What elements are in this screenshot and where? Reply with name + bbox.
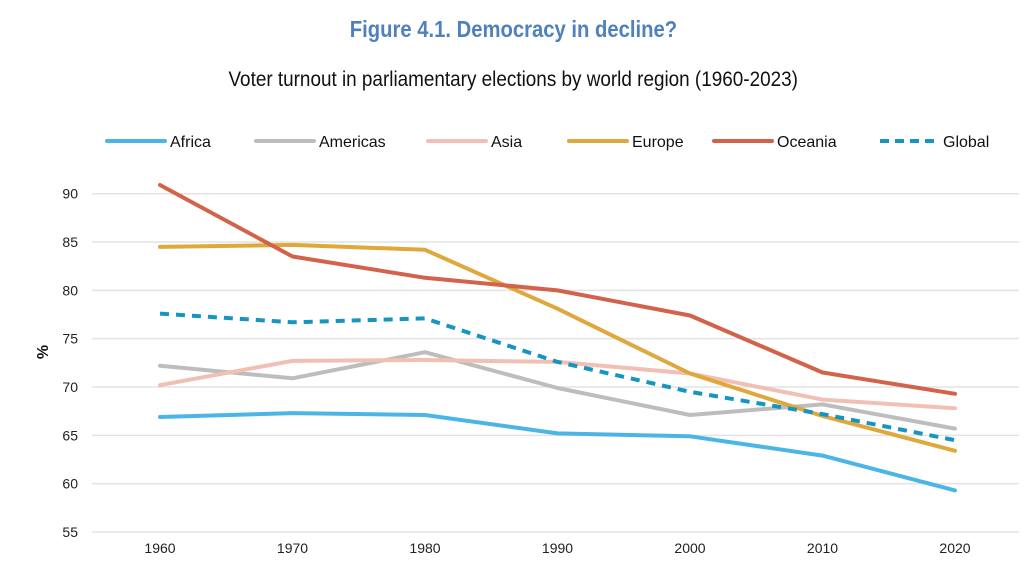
x-tick-label: 2000 <box>674 540 705 556</box>
legend-item-oceania: Oceania <box>712 134 837 151</box>
x-tick-label: 1960 <box>144 540 175 556</box>
legend-label: Africa <box>170 134 211 151</box>
y-axis-ticks: 55 60 65 70 75 80 85 90 <box>62 186 78 540</box>
x-axis-ticks: 1960 1970 1980 1990 2000 2010 2020 <box>144 540 970 556</box>
legend-item-americas: Americas <box>254 134 386 151</box>
series-lines <box>158 183 957 493</box>
x-tick-label: 1990 <box>542 540 573 556</box>
x-tick-label: 2020 <box>939 540 970 556</box>
series-line-americas <box>158 350 957 431</box>
series-line-europe <box>158 242 957 453</box>
chart-title: Figure 4.1. Democracy in decline? <box>349 16 678 42</box>
legend-item-europe: Europe <box>567 134 684 151</box>
legend-item-global: Global <box>880 134 989 151</box>
y-tick-label: 60 <box>62 476 78 492</box>
legend-item-africa: Africa <box>105 134 211 151</box>
x-tick-label: 1980 <box>409 540 440 556</box>
chart-subtitle: Voter turnout in parliamentary elections… <box>228 68 798 91</box>
y-axis-label: % <box>35 345 52 359</box>
y-tick-label: 70 <box>62 379 78 395</box>
series-line-africa <box>158 411 957 493</box>
legend-label: Asia <box>491 134 522 151</box>
legend-label: Americas <box>319 134 386 151</box>
legend-label: Europe <box>632 134 684 151</box>
y-tick-label: 90 <box>62 186 78 202</box>
y-tick-label: 65 <box>62 427 78 443</box>
series-line-asia <box>158 358 957 411</box>
x-tick-label: 2010 <box>807 540 838 556</box>
legend-label: Oceania <box>777 134 837 151</box>
legend-item-asia: Asia <box>426 134 522 151</box>
y-tick-label: 85 <box>62 234 78 250</box>
legend: Africa Americas Asia Europe Oceania Global <box>105 134 989 151</box>
legend-label: Global <box>943 134 989 151</box>
series-line-global <box>159 311 956 443</box>
y-tick-label: 55 <box>62 524 78 540</box>
x-tick-label: 1970 <box>277 540 308 556</box>
y-tick-label: 80 <box>62 282 78 298</box>
series-line-oceania <box>158 183 957 396</box>
y-tick-label: 75 <box>62 331 78 347</box>
